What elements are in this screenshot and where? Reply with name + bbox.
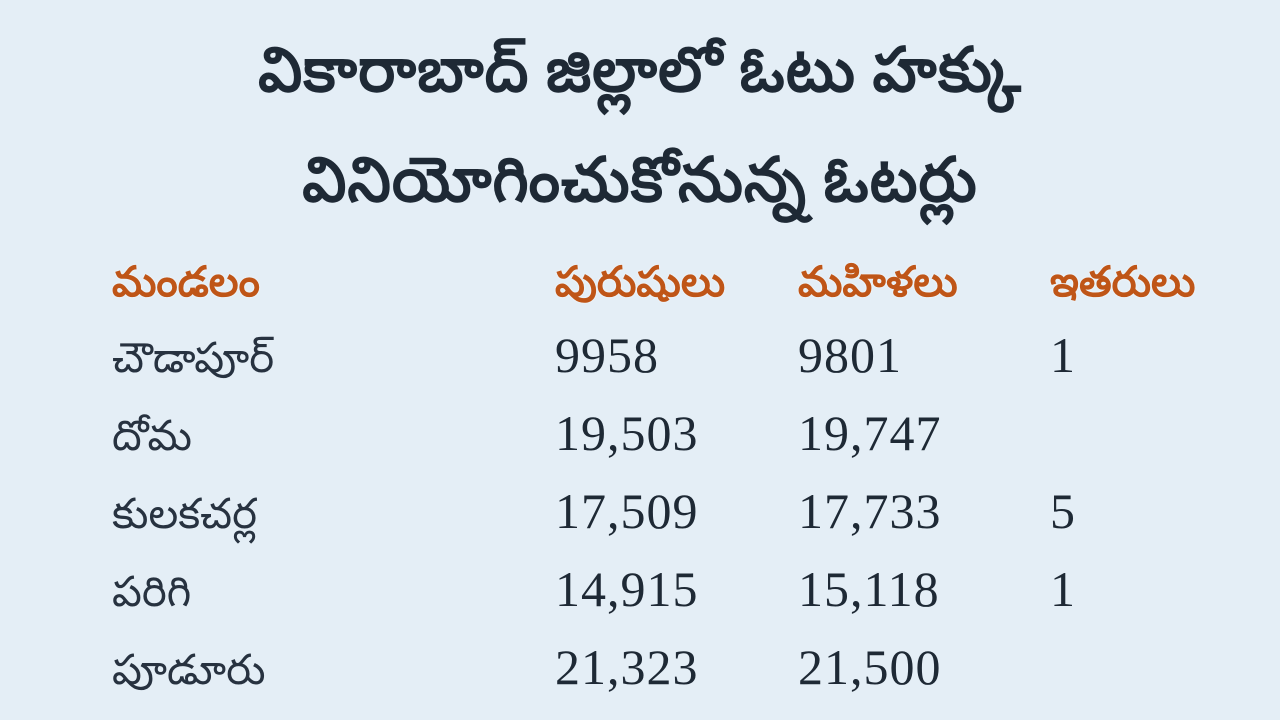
title-line-2: వినియోగించుకోనున్న ఓటర్లు: [302, 147, 978, 215]
cell-women-count: 19,747: [798, 405, 942, 461]
cell-men-count: 17,509: [555, 483, 699, 539]
title-line-1: వికారాబాద్ జిల్లాలో ఓటు హక్కు: [258, 37, 1022, 105]
header-others: ఇతరులు: [1050, 260, 1196, 306]
cell-men-count: 21,323: [555, 639, 699, 695]
header-men: పురుషులు: [555, 260, 726, 306]
cell-men-count: 19,503: [555, 405, 699, 461]
cell-mandal-name: పూడూరు: [112, 648, 266, 694]
voters-table: మండలం పురుషులు మహిళలు ఇతరులు చౌడాపూర్ 99…: [0, 250, 1280, 706]
cell-women-count: 9801: [798, 327, 902, 383]
page-title: వికారాబాద్ జిల్లాలో ఓటు హక్కు వినియోగించ…: [0, 16, 1280, 236]
cell-women-count: 21,500: [798, 639, 942, 695]
cell-mandal-name: కులకచర్ల: [112, 492, 257, 538]
header-women: మహిళలు: [798, 260, 958, 306]
table-row: కులకచర్ల 17,509 17,733 5: [112, 472, 1280, 550]
table-row: పూడూరు 21,323 21,500: [112, 628, 1280, 706]
cell-mandal-name: దోమ: [112, 414, 192, 460]
cell-men-count: 9958: [555, 327, 659, 383]
cell-others-count: 5: [1050, 483, 1076, 539]
table-row: దోమ 19,503 19,747: [112, 394, 1280, 472]
cell-women-count: 17,733: [798, 483, 942, 539]
header-mandal: మండలం: [112, 260, 260, 306]
cell-mandal-name: పరిగి: [112, 570, 192, 616]
table-header-row: మండలం పురుషులు మహిళలు ఇతరులు: [112, 250, 1280, 316]
cell-others-count: 1: [1050, 561, 1076, 617]
cell-mandal-name: చౌడాపూర్: [112, 336, 275, 382]
cell-women-count: 15,118: [798, 561, 940, 617]
table-row: పరిగి 14,915 15,118 1: [112, 550, 1280, 628]
table-row: చౌడాపూర్ 9958 9801 1: [112, 316, 1280, 394]
cell-men-count: 14,915: [555, 561, 699, 617]
table-body: చౌడాపూర్ 9958 9801 1 దోమ 19,503 19,747 క…: [112, 316, 1280, 706]
cell-others-count: 1: [1050, 327, 1076, 383]
